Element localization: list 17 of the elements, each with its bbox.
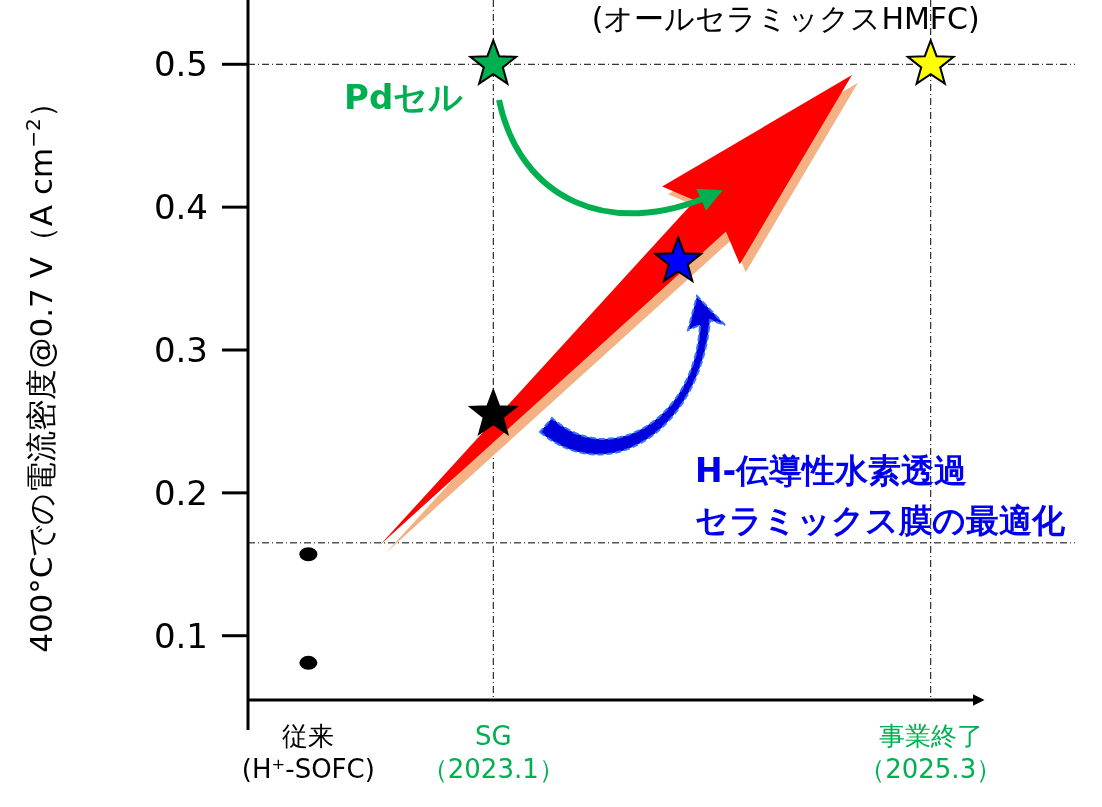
x-tick-label: SG（2023.1） xyxy=(421,721,565,784)
point xyxy=(906,39,955,85)
point xyxy=(299,655,318,670)
y-tick-label: 0.4 xyxy=(153,187,208,228)
series-label: Pdセル xyxy=(344,77,464,118)
point xyxy=(299,547,318,562)
point xyxy=(654,236,703,282)
y-tick-label: 0.5 xyxy=(153,44,208,85)
series-label: (オールセラミックスHMFC) xyxy=(591,1,980,37)
y-tick-label: 0.3 xyxy=(153,329,208,370)
x-tick-label: 従来(H⁺-SOFC) xyxy=(241,721,375,784)
point xyxy=(469,39,518,85)
y-tick-label: 0.2 xyxy=(153,472,208,513)
x-tick-label: 事業終了（2025.3） xyxy=(859,721,1003,784)
point xyxy=(469,389,518,435)
annotation: H-伝導性水素透過セラミックス膜の最適化 xyxy=(695,451,1066,540)
y-tick-label: 0.1 xyxy=(153,615,208,656)
